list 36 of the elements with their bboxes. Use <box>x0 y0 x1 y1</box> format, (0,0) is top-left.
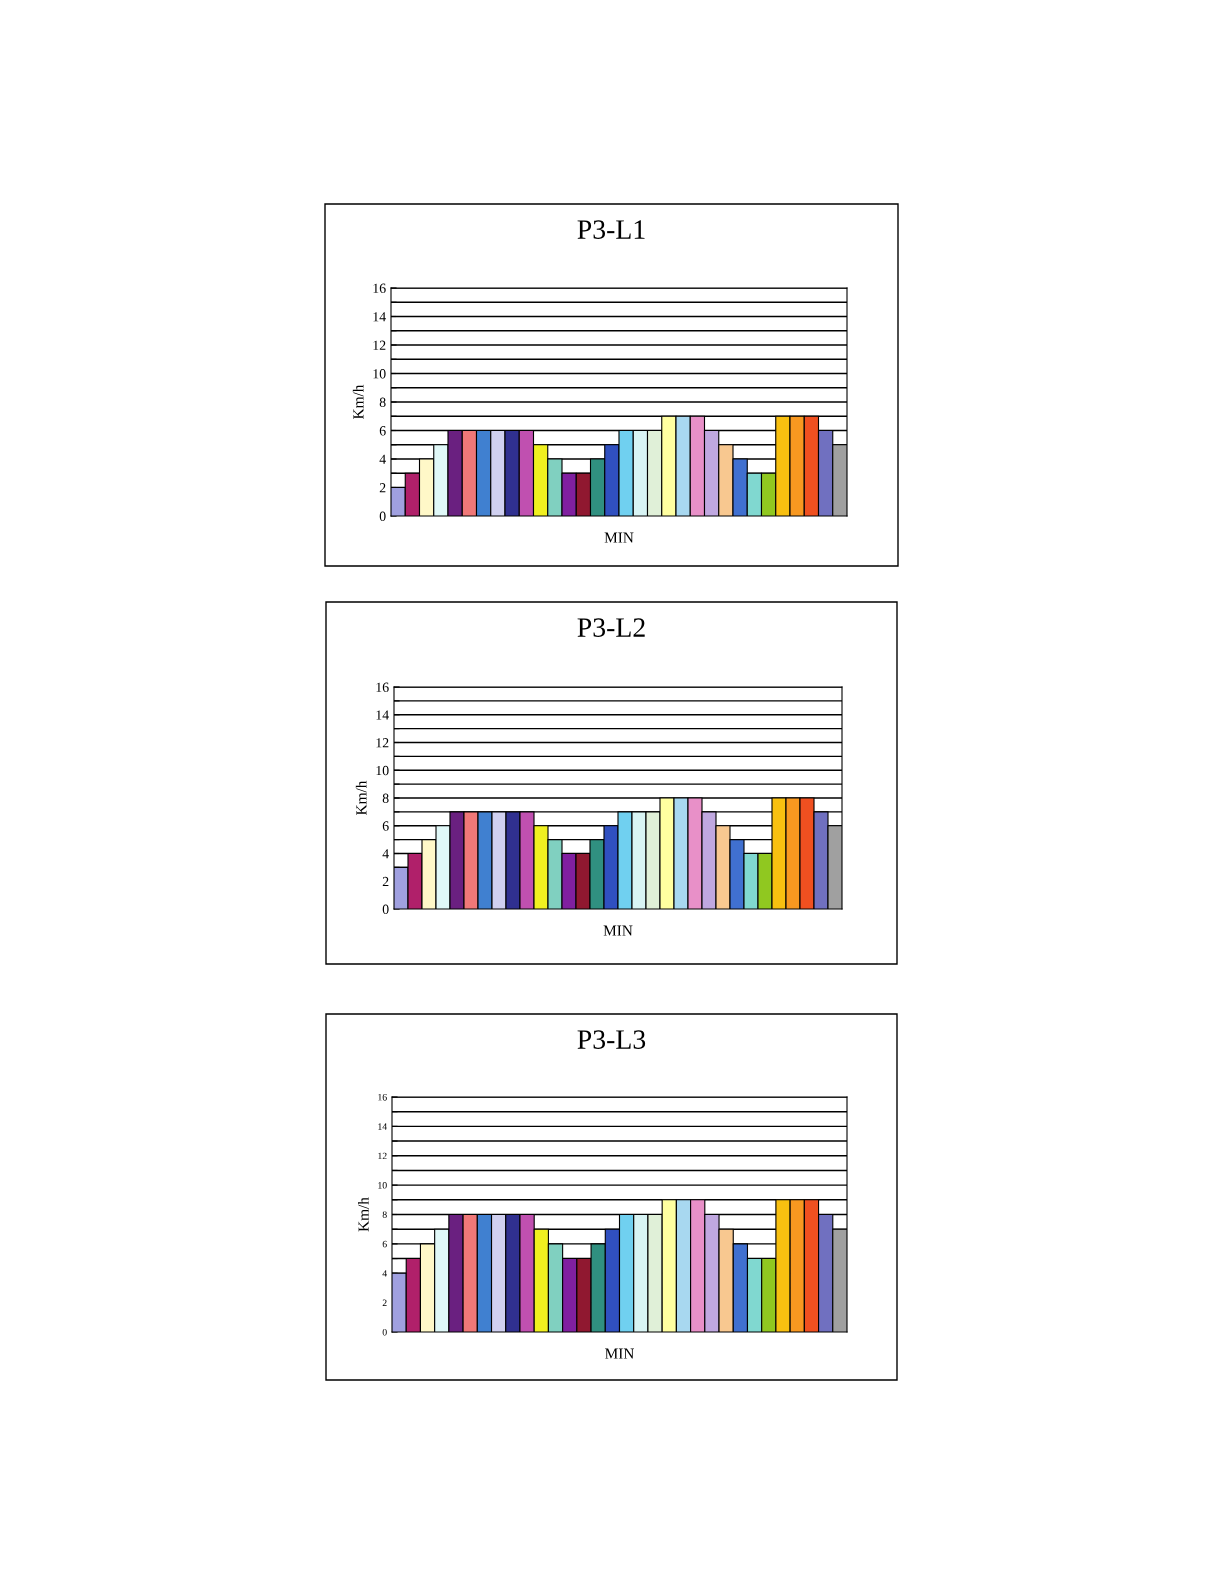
y-tick-label: 8 <box>379 397 386 407</box>
x-axis-title: MIN <box>603 925 633 936</box>
y-tick-label: 10 <box>373 369 386 379</box>
y-tick-label: 6 <box>382 1240 387 1248</box>
y-tick-label: 8 <box>382 1211 387 1218</box>
y-tick-label: 0 <box>382 904 389 914</box>
y-tick-label: 0 <box>379 511 386 521</box>
y-tick-label: 2 <box>379 483 386 493</box>
x-axis-title: MIN <box>605 1348 634 1359</box>
y-tick-label: 2 <box>382 1299 387 1306</box>
y-tick-label: 14 <box>373 312 386 322</box>
y-tick-label: 16 <box>376 682 389 692</box>
chart-title: P3-L2 <box>577 618 645 637</box>
y-tick-label: 6 <box>379 426 386 436</box>
y-tick-label: 12 <box>378 1152 387 1160</box>
y-axis-title: Km/h <box>358 1197 369 1232</box>
x-axis-title: MIN <box>604 532 634 543</box>
chart-title: P3-L3 <box>577 1030 646 1049</box>
y-tick-label: 4 <box>382 849 389 859</box>
y-axis-title: Km/h <box>352 384 364 419</box>
y-tick-label: 16 <box>373 283 386 293</box>
y-tick-label: 8 <box>382 793 389 803</box>
y-tick-label: 0 <box>382 1328 387 1336</box>
y-tick-label: 6 <box>382 821 389 831</box>
y-tick-label: 12 <box>376 738 389 748</box>
y-tick-label: 10 <box>376 765 389 776</box>
y-tick-label: 10 <box>378 1182 387 1189</box>
y-tick-label: 14 <box>376 710 389 720</box>
chart-title: P3-L1 <box>577 220 645 239</box>
y-tick-label: 12 <box>373 340 386 350</box>
y-tick-label: 4 <box>379 454 386 464</box>
y-tick-label: 4 <box>382 1270 387 1277</box>
y-tick-label: 16 <box>378 1093 387 1101</box>
y-tick-label: 2 <box>382 876 389 887</box>
y-axis-title: Km/h <box>355 780 367 815</box>
y-tick-label: 14 <box>378 1123 387 1130</box>
